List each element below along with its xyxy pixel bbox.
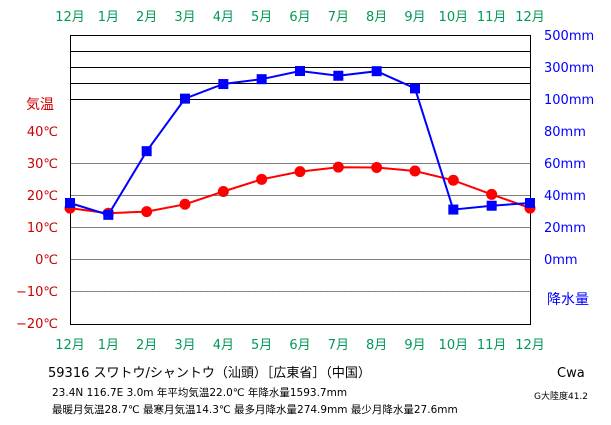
month-label-bottom: 5月 <box>251 338 272 353</box>
grid-lines <box>70 35 530 292</box>
precip-tick-label: 20mm <box>544 221 586 236</box>
month-label-top: 4月 <box>213 10 234 25</box>
temperature-point <box>409 165 421 177</box>
precipitation-point <box>180 93 190 104</box>
station-summary: 23.4N 116.7E 3.0m 年平均気温22.0℃ 年降水量1593.7m… <box>52 387 348 399</box>
temperature-point <box>294 166 306 178</box>
temp-tick-label: 20℃ <box>27 189 58 204</box>
temperature-point <box>217 185 229 197</box>
month-label-bottom: 9月 <box>404 338 425 353</box>
precipitation-point <box>295 66 305 77</box>
temperature-point <box>447 174 459 186</box>
month-label-top: 5月 <box>251 10 272 25</box>
month-label-top: 11月 <box>477 10 507 25</box>
month-label-top: 10月 <box>439 10 469 25</box>
precipitation-point <box>410 83 420 94</box>
month-label-top: 9月 <box>404 10 425 25</box>
month-label-bottom: 3月 <box>174 338 195 353</box>
station-extremes: 最暖月気温28.7℃ 最寒月気温14.3℃ 最多月降水量274.9mm 最少月降… <box>52 404 458 416</box>
plot-frame <box>70 35 531 325</box>
temp-tick-label: 10℃ <box>27 221 58 236</box>
temperature-point <box>371 161 383 173</box>
precipitation-point <box>65 198 75 208</box>
month-label-top: 7月 <box>328 10 349 25</box>
month-label-top: 8月 <box>366 10 387 25</box>
month-label-bottom: 10月 <box>439 338 469 353</box>
month-label-top: 12月 <box>55 10 85 25</box>
month-label-bottom: 6月 <box>289 338 310 353</box>
precip-tick-label: 80mm <box>544 125 586 140</box>
precipitation-point <box>141 146 152 157</box>
precipitation-line <box>69 69 531 216</box>
precip-tick-label: 0mm <box>544 253 578 268</box>
month-label-bottom: 4月 <box>213 338 234 353</box>
month-label-bottom: 2月 <box>136 338 157 353</box>
temperature-point <box>332 161 344 173</box>
koppen-class: Cwa <box>557 366 585 381</box>
axes <box>70 35 531 325</box>
temp-tick-label: −20℃ <box>16 317 58 332</box>
temperature-point <box>179 198 191 210</box>
month-label-bottom: 8月 <box>366 338 387 353</box>
precipitation-point <box>218 79 229 90</box>
continentality-index: G大陸度41.2 <box>534 392 589 402</box>
temp-tick-label: −10℃ <box>16 285 58 300</box>
precip-tick-label: 500mm <box>544 29 594 44</box>
month-label-bottom: 7月 <box>328 338 349 353</box>
station-title: 59316 スワトウ/シャントウ（汕頭）［広東省］（中国） <box>48 366 371 381</box>
precipitation-point <box>333 70 344 81</box>
precipitation-point <box>525 198 535 208</box>
axis-labels: 12月 12月 1月 1月 2月 2月 3月 3月 4月 4月 5月 5月 6月 6月 7月 7月 8月 8月 9月… <box>16 10 594 353</box>
month-label-top: 2月 <box>136 10 157 25</box>
temp-tick-label: 0℃ <box>35 253 58 268</box>
temp-tick-label: 30℃ <box>27 157 58 172</box>
precip-tick-label: 40mm <box>544 189 586 204</box>
temperature-point <box>256 173 268 185</box>
temperature-point <box>486 188 498 200</box>
precipitation-point <box>486 200 497 211</box>
precipitation-point <box>371 66 382 77</box>
precipitation-point <box>256 74 267 85</box>
temp-axis-title: 気温 <box>26 97 54 113</box>
month-label-top: 3月 <box>174 10 195 25</box>
month-label-top: 12月 <box>515 10 545 25</box>
precipitation-point <box>103 209 114 220</box>
precipitation-point <box>448 204 459 215</box>
month-label-bottom: 11月 <box>477 338 507 353</box>
data-series <box>64 66 536 220</box>
temperature-point <box>141 206 153 218</box>
precip-tick-label: 100mm <box>544 93 594 108</box>
precip-tick-label: 60mm <box>544 157 586 172</box>
precip-axis-title: 降水量 <box>547 292 589 308</box>
month-label-bottom: 12月 <box>515 338 545 353</box>
month-label-top: 1月 <box>98 10 119 25</box>
month-label-top: 6月 <box>289 10 310 25</box>
month-label-bottom: 12月 <box>55 338 85 353</box>
month-label-bottom: 1月 <box>98 338 119 353</box>
temp-tick-label: 40℃ <box>27 125 58 140</box>
precip-tick-label: 300mm <box>544 61 594 76</box>
